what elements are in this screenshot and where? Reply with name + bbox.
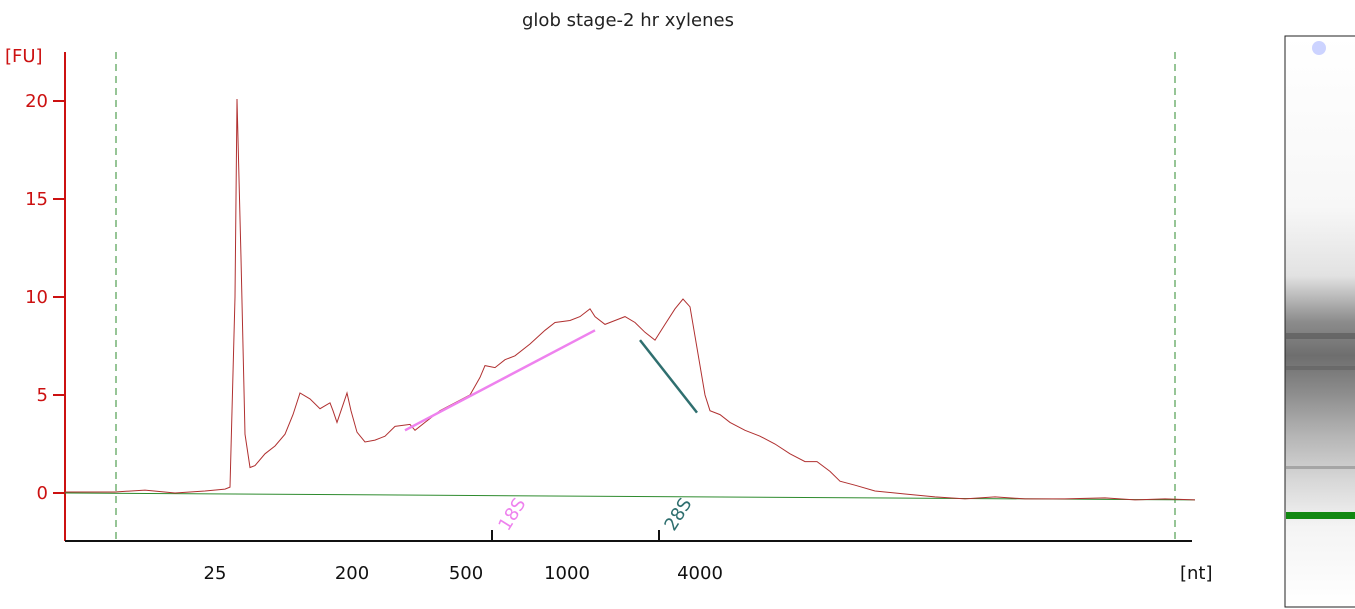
electropherogram-trace <box>65 98 1196 501</box>
y-tick-label: 20 <box>25 91 48 112</box>
y-tick-label: 0 <box>37 483 48 504</box>
region-28S-line <box>639 339 698 414</box>
gel-marker-band <box>1286 512 1355 519</box>
x-unit-label: [nt] <box>1180 563 1213 584</box>
x-tick-label: 500 <box>449 563 483 584</box>
y-unit-label: [FU] <box>5 46 43 67</box>
marker-28S-label: 28S <box>660 494 696 534</box>
y-ticks: 0 5 10 15 20 <box>25 91 65 504</box>
gel-lane-frame <box>1284 35 1355 608</box>
y-tick-label: 5 <box>37 385 48 406</box>
gel-band-dark <box>1286 333 1355 339</box>
x-tick-label: 25 <box>204 563 227 584</box>
y-tick-label: 15 <box>25 189 48 210</box>
gel-band-dark <box>1286 366 1355 370</box>
x-ticks: 25 200 500 1000 4000 <box>204 530 723 584</box>
gel-well-icon <box>1312 41 1326 55</box>
gel-lane <box>1284 35 1355 608</box>
baseline-line <box>64 492 1196 501</box>
x-tick-label: 4000 <box>677 563 723 584</box>
chart-title: glob stage-2 hr xylenes <box>522 10 734 31</box>
region-18S-line <box>404 329 596 432</box>
x-tick-label: 200 <box>335 563 369 584</box>
y-tick-label: 10 <box>25 287 48 308</box>
gel-band-light <box>1286 466 1355 469</box>
marker-18S-label: 18S <box>494 494 530 534</box>
x-tick-label: 1000 <box>544 563 590 584</box>
